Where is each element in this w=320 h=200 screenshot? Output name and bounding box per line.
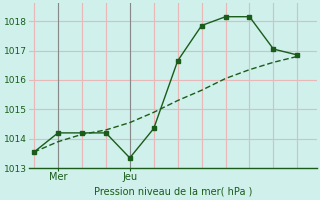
- X-axis label: Pression niveau de la mer( hPa ): Pression niveau de la mer( hPa ): [94, 187, 252, 197]
